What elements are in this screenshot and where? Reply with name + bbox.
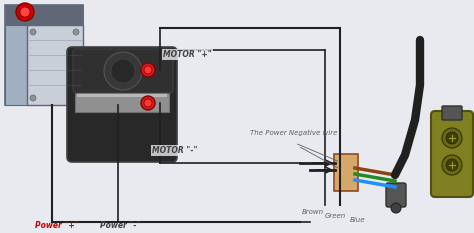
Circle shape: [111, 59, 135, 83]
Circle shape: [391, 203, 401, 213]
FancyBboxPatch shape: [67, 47, 177, 162]
Circle shape: [446, 132, 458, 144]
Bar: [5, 25, 27, 105]
Bar: [5, 5, 83, 105]
Text: Power "-": Power "-": [100, 221, 140, 230]
Text: Blue: Blue: [350, 217, 365, 223]
FancyBboxPatch shape: [334, 154, 358, 191]
Circle shape: [20, 7, 30, 17]
Circle shape: [144, 99, 152, 107]
Text: Brown: Brown: [302, 209, 324, 215]
FancyBboxPatch shape: [442, 106, 462, 120]
Circle shape: [104, 52, 142, 90]
Text: MOTOR "+": MOTOR "+": [163, 50, 212, 59]
Bar: [77, 90, 167, 97]
Bar: [75, 88, 169, 112]
FancyBboxPatch shape: [386, 183, 406, 207]
Circle shape: [141, 63, 155, 77]
Circle shape: [73, 95, 79, 101]
Text: Power "+": Power "+": [35, 221, 79, 230]
Circle shape: [30, 95, 36, 101]
Circle shape: [73, 29, 79, 35]
Circle shape: [30, 29, 36, 35]
Circle shape: [442, 128, 462, 148]
Circle shape: [446, 159, 458, 171]
Circle shape: [144, 66, 152, 74]
Bar: [27, 25, 83, 105]
Text: MOTOR "-": MOTOR "-": [152, 146, 198, 155]
Text: The Power Negative wire: The Power Negative wire: [250, 130, 337, 136]
Circle shape: [442, 155, 462, 175]
Circle shape: [16, 3, 34, 21]
Bar: [5, 5, 83, 25]
Circle shape: [141, 96, 155, 110]
Text: Green: Green: [325, 213, 346, 219]
FancyBboxPatch shape: [73, 49, 173, 93]
FancyBboxPatch shape: [431, 111, 473, 197]
